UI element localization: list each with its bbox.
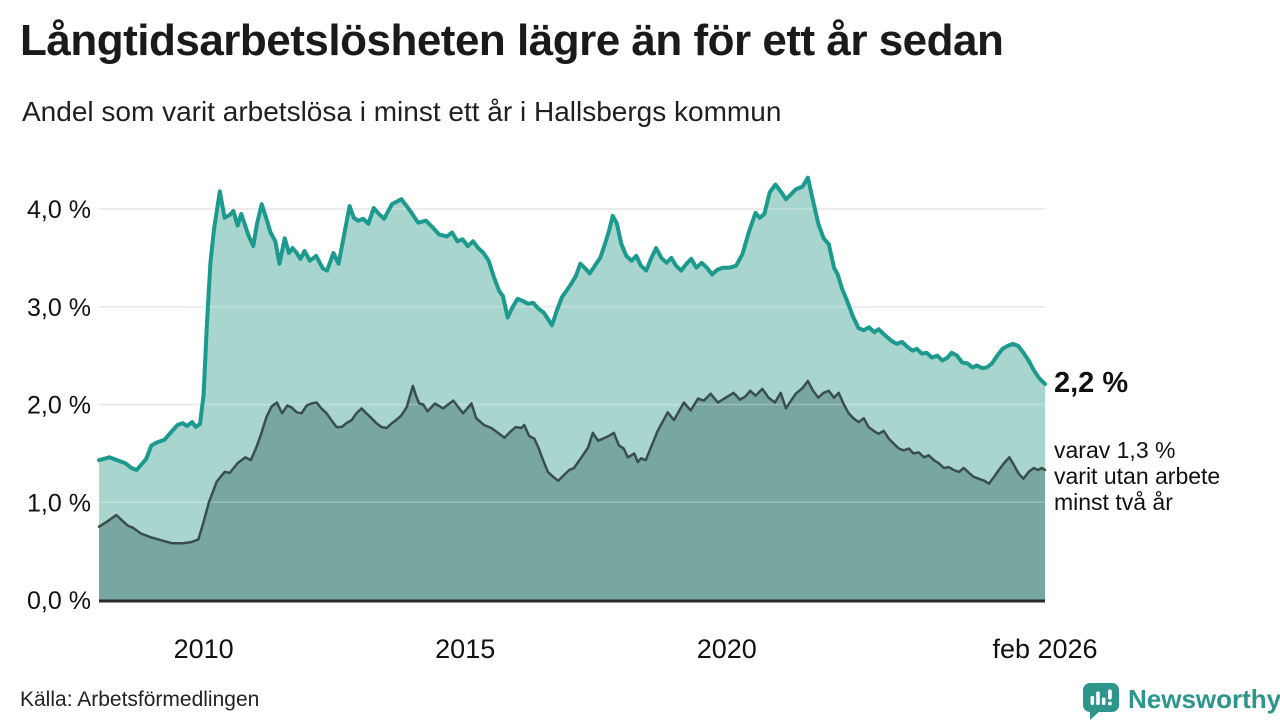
newsworthy-brand: Newsworthy — [1082, 683, 1280, 720]
newsworthy-logo-icon — [1083, 683, 1119, 720]
end-value-label: 2,2 % — [1054, 367, 1129, 399]
line-total — [97, 175, 1047, 472]
y-axis-tick-label: 2,0 % — [27, 392, 91, 420]
x-axis-tick-label: 2015 — [435, 634, 495, 664]
page-subtitle: Andel som varit arbetslösa i minst ett å… — [22, 96, 782, 127]
newsworthy-logo-text: Newsworthy — [1128, 684, 1280, 714]
area-two-plus — [99, 381, 1045, 600]
y-axis-tick-label: 4,0 % — [27, 196, 91, 224]
page-title: Långtidsarbetslösheten lägre än för ett … — [20, 16, 1004, 65]
x-axis-tick-label: 2010 — [174, 634, 234, 664]
end-value-note: varav 1,3 % varit utan arbete minst två … — [1054, 437, 1221, 515]
x-axis-tick-label: feb 2026 — [992, 634, 1097, 664]
source-note: Källa: Arbetsförmedlingen — [20, 688, 260, 711]
y-axis-tick-label: 3,0 % — [27, 294, 91, 322]
y-axis-tick-label: 0,0 % — [27, 587, 91, 615]
line-two-plus — [97, 379, 1047, 545]
y-axis-tick-label: 1,0 % — [27, 489, 91, 517]
x-axis-tick-label: 2020 — [697, 634, 757, 664]
